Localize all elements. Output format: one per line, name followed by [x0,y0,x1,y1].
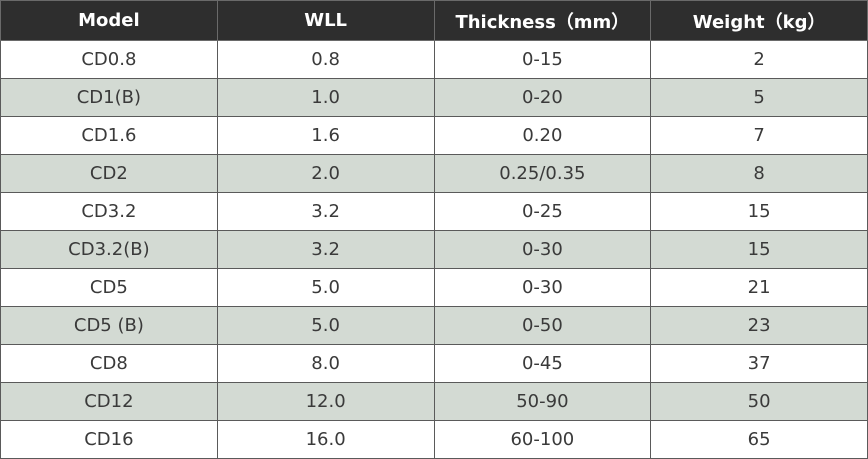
header-cell: Thickness（mm） [433,0,652,41]
table-cell: 60-100 [433,420,652,459]
table-cell: 2.0 [216,154,435,193]
table-cell: 37 [650,344,868,383]
header-cell: WLL [216,0,435,41]
header-cell: Weight（kg） [650,0,868,41]
table-row: CD3.2 3.2 0-25 15 [0,192,868,231]
table-cell: CD5 [0,268,218,307]
table-cell: 5 [650,78,868,117]
table-cell: 1.6 [216,116,435,155]
table-cell: 0-25 [433,192,652,231]
table-cell: 0-30 [433,230,652,269]
table-header: Model WLL Thickness（mm） Weight（kg） [0,0,868,41]
table-cell: CD16 [0,420,218,459]
table-cell: 0.25/0.35 [433,154,652,193]
table-cell: 50 [650,382,868,421]
table-cell: 7 [650,116,868,155]
table-body: CD0.8 0.8 0-15 2 CD1(B) 1.0 0-20 5 CD1.6 1.6 0.20 7… [0,40,868,459]
table-row: CD2 2.0 0.25/0.35 8 [0,154,868,193]
table-cell: CD1.6 [0,116,218,155]
header-cell: Model [0,0,218,41]
table-cell: 15 [650,192,868,231]
table-cell: 2 [650,40,868,79]
table-row: CD1.6 1.6 0.20 7 [0,116,868,155]
table-cell: 65 [650,420,868,459]
table-cell: 0-30 [433,268,652,307]
table-row: CD16 16.0 60-100 65 [0,420,868,459]
table-cell: 50-90 [433,382,652,421]
table-cell: CD3.2(B) [0,230,218,269]
table-cell: 5.0 [216,306,435,345]
table-row: CD5 (B) 5.0 0-50 23 [0,306,868,345]
table-cell: 8.0 [216,344,435,383]
header-row: Model WLL Thickness（mm） Weight（kg） [0,0,868,41]
table-cell: CD1(B) [0,78,218,117]
table-cell: 12.0 [216,382,435,421]
table-row: CD8 8.0 0-45 37 [0,344,868,383]
table-cell: 3.2 [216,230,435,269]
table-cell: CD5 (B) [0,306,218,345]
table-cell: 0.20 [433,116,652,155]
table-cell: CD12 [0,382,218,421]
table-cell: CD8 [0,344,218,383]
table-row: CD5 5.0 0-30 21 [0,268,868,307]
table-cell: 0-50 [433,306,652,345]
table-row: CD1(B) 1.0 0-20 5 [0,78,868,117]
table-cell: 5.0 [216,268,435,307]
table-cell: 21 [650,268,868,307]
table-cell: 8 [650,154,868,193]
table-row: CD0.8 0.8 0-15 2 [0,40,868,79]
table-row: CD3.2(B) 3.2 0-30 15 [0,230,868,269]
table-cell: 0.8 [216,40,435,79]
table-row: CD12 12.0 50-90 50 [0,382,868,421]
table-cell: 0-20 [433,78,652,117]
table-cell: 0-45 [433,344,652,383]
table-cell: CD0.8 [0,40,218,79]
table-cell: 15 [650,230,868,269]
table-cell: 1.0 [216,78,435,117]
table-cell: 16.0 [216,420,435,459]
table-cell: CD3.2 [0,192,218,231]
table-cell: 0-15 [433,40,652,79]
table-cell: 3.2 [216,192,435,231]
table-cell: 23 [650,306,868,345]
table-cell: CD2 [0,154,218,193]
